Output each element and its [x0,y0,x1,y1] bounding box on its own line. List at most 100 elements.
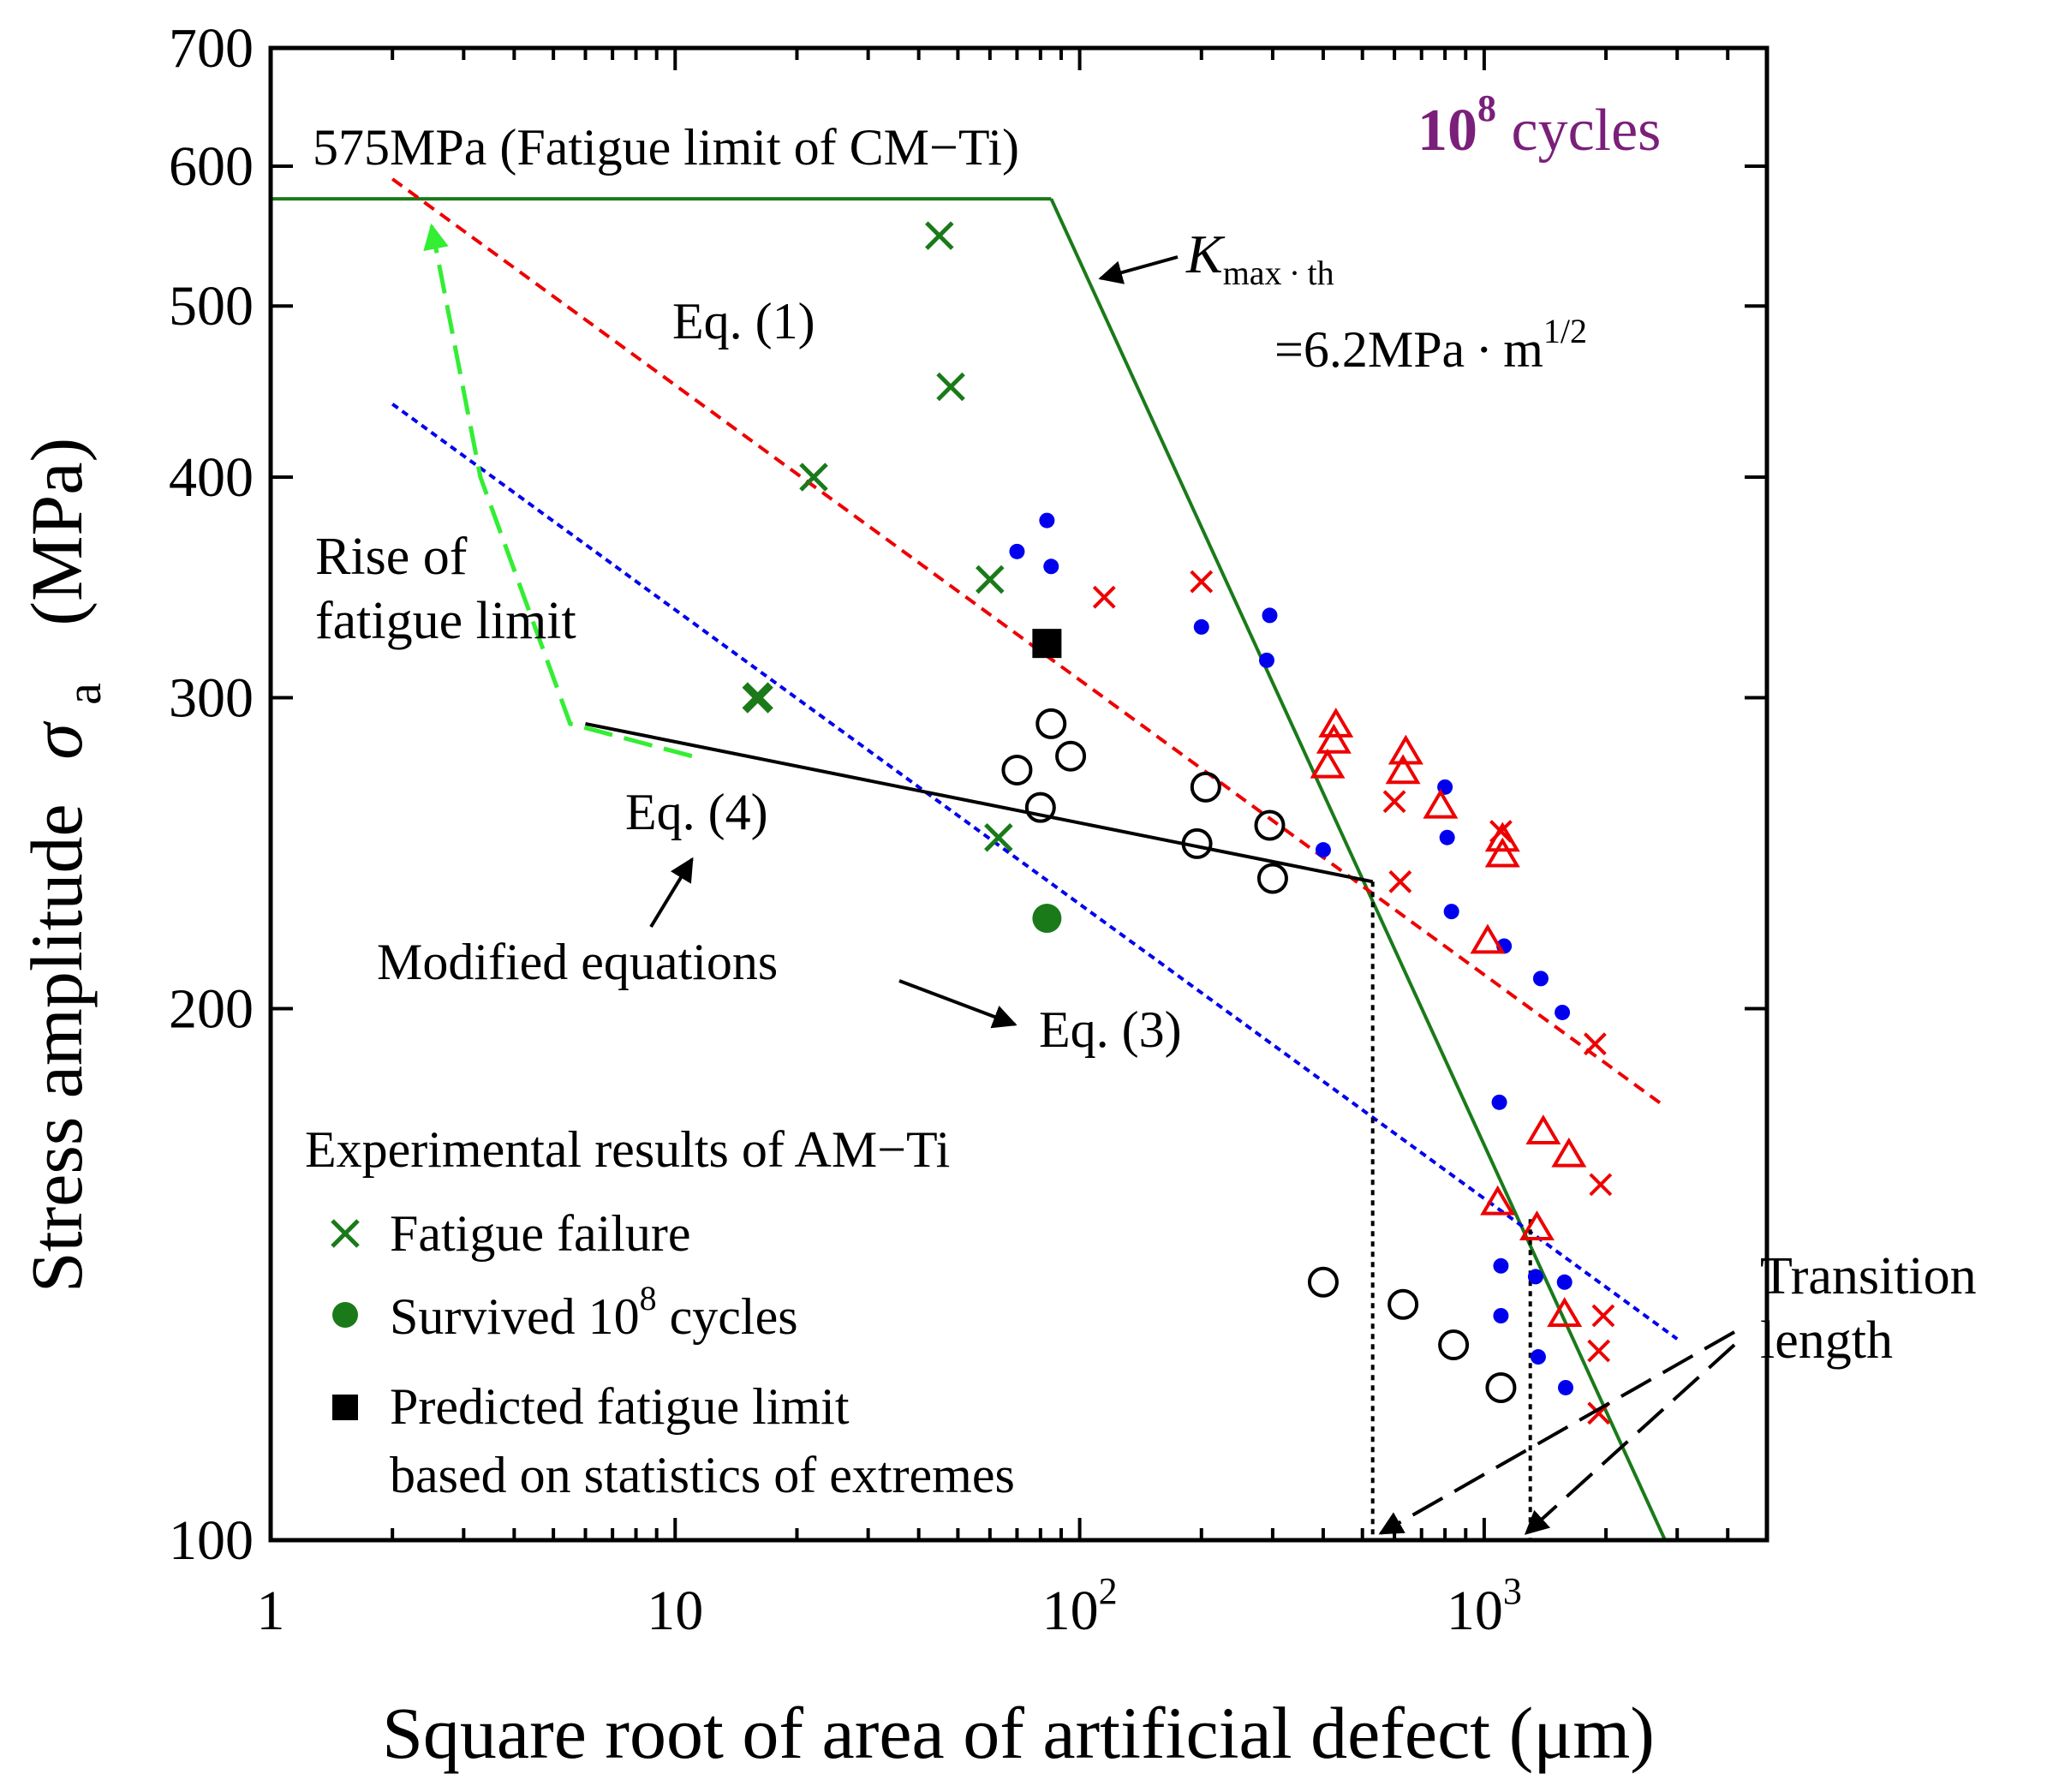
cycles-label: 108 cycles [1417,87,1661,164]
point-triangle-7-0 [1318,708,1354,738]
point-open-circle-4-8 [1307,1266,1339,1298]
point-x-1-0-b [742,682,773,714]
point-x-0-3-b [976,564,1005,594]
point-x-6-2-b [1382,790,1406,814]
point-triangle-7-5 [1423,788,1459,819]
line-modified-eq4 [585,721,1374,884]
point-dot-5-17 [1493,1307,1509,1323]
legend-marker-predicted [332,1395,358,1420]
point-x-6-6 [1589,1173,1613,1197]
eq4-label: Eq. (4) [625,784,768,840]
x-tick-label-2: 102 [1042,1570,1118,1642]
point-dot-5-19 [1557,1379,1573,1395]
legend-label-survived: Survived 108 cycles [390,1279,798,1345]
point-triangle-7-6 [1484,821,1520,852]
legend-survived-rest: cycles [657,1288,798,1345]
point-x-6-3-b [1388,869,1412,893]
point-open-circle-4-3 [1055,740,1087,772]
x-tick-label-sup-3: 3 [1503,1570,1522,1612]
rise-label-line2: fatigue limit [315,592,576,650]
y-axis-label-symbol: σ [15,720,98,760]
y-axis-label: Stress amplitude σ a (MPa) [15,438,111,1293]
y-axis-label-unit: (MPa) [15,438,98,626]
legend-label-predicted-2: based on statistics of extremes [390,1447,1015,1503]
point-x-6-7 [1591,1304,1615,1328]
point-open-circle-4-9 [1388,1288,1419,1320]
legend-label-fatigue-failure: Fatigue failure [390,1205,691,1262]
point-x-0-0 [925,221,954,250]
point-open-circle-4-4 [1181,827,1213,859]
point-dot-5-11 [1532,971,1549,987]
point-dot-5-5 [1258,652,1274,668]
kmax-symbol: K [1185,224,1226,284]
point-open-circle-4-11 [1485,1371,1517,1403]
modified-to-eq3-arrow [898,979,1018,1029]
x-tick-label-base-0: 1 [257,1580,285,1642]
point-x-6-0 [1092,585,1116,609]
point-x-0-3 [976,564,1005,594]
point-triangle-7-10 [1551,1137,1587,1168]
point-triangle-7-11 [1480,1185,1516,1216]
legend-title: Experimental results of AM−Ti [305,1121,950,1178]
point-triangle-7-13 [1547,1297,1583,1327]
eq1-label: Eq. (1) [672,293,815,349]
y-axis-label-text: Stress amplitude [15,803,98,1293]
line-eq3 [391,403,1679,1341]
point-x-0-1 [936,372,965,402]
x-tick-label-base-2: 10 [1042,1580,1099,1642]
point-x-6-3 [1388,869,1412,893]
legend-marker-fatigue-failure [331,1219,360,1248]
point-x-6-2 [1382,790,1406,814]
point-x-6-6-b [1589,1173,1613,1197]
transition-arrow-2 [1524,1343,1736,1535]
point-x-6-0-b [1092,585,1116,609]
legend: Experimental results of AM−Ti Fatigue fa… [305,1121,1015,1503]
y-tick-label-3: 400 [169,446,254,509]
point-dot-5-12 [1555,1004,1571,1020]
point-x-0-2 [799,463,828,492]
line-kmax-th [1049,198,1667,1541]
legend-survived-sup: 8 [640,1279,657,1317]
point-x-6-1-b [1190,570,1214,594]
point-x-1-0 [742,682,773,714]
point-x-6-1 [1190,570,1214,594]
x-tick-label-1: 10 [647,1580,703,1642]
point-open-circle-4-5 [1190,771,1221,803]
transition-arrow-1 [1378,1330,1735,1535]
point-x-0-4 [984,822,1013,852]
point-triangle-7-8 [1470,923,1506,954]
point-x-0-0-b [925,221,954,250]
y-tick-label-4: 500 [169,275,254,337]
point-x-6-8-b [1587,1339,1611,1363]
kmax-annotation: Kmax ∙ th [1185,224,1334,292]
point-dot-5-9 [1443,904,1459,920]
y-tick-label-6: 700 [169,17,254,80]
cycles-label-base: 10 [1417,98,1477,164]
point-x-6-8 [1587,1339,1611,1363]
point-filled-circle-2-0 [1032,904,1062,934]
point-open-circle-4-6 [1254,809,1286,841]
y-tick-label-2: 300 [169,667,254,730]
rise-label-line1: Rise of [315,528,468,586]
point-triangle-7-12 [1519,1210,1555,1241]
y-tick-label-5: 600 [169,135,254,198]
eq3-label: Eq. (3) [1039,1001,1182,1058]
point-dot-5-1 [1039,512,1055,529]
y-axis-label-sub: a [56,683,111,705]
point-dot-5-13 [1491,1094,1507,1110]
point-open-circle-4-7 [1256,863,1288,894]
kmax-value: =6.2MPa ∙ m1/2 [1274,312,1587,378]
point-triangle-7-1 [1316,723,1352,754]
cycles-label-sup: 8 [1477,87,1496,129]
x-tick-label-sup-2: 2 [1099,1570,1118,1612]
kmax-subscript: max ∙ th [1223,254,1334,292]
point-x-0-4-b [984,822,1013,852]
plot-frame [268,45,1769,1543]
x-axis-label: Square root of area of artificial defect… [382,1692,1655,1774]
cycles-label-rest: cycles [1496,98,1661,164]
point-triangle-7-2 [1310,748,1346,779]
line-rise-of-fatigue-limit [423,223,693,759]
x-tick-label-base-3: 10 [1447,1580,1503,1642]
point-dot-5-8 [1439,829,1455,845]
